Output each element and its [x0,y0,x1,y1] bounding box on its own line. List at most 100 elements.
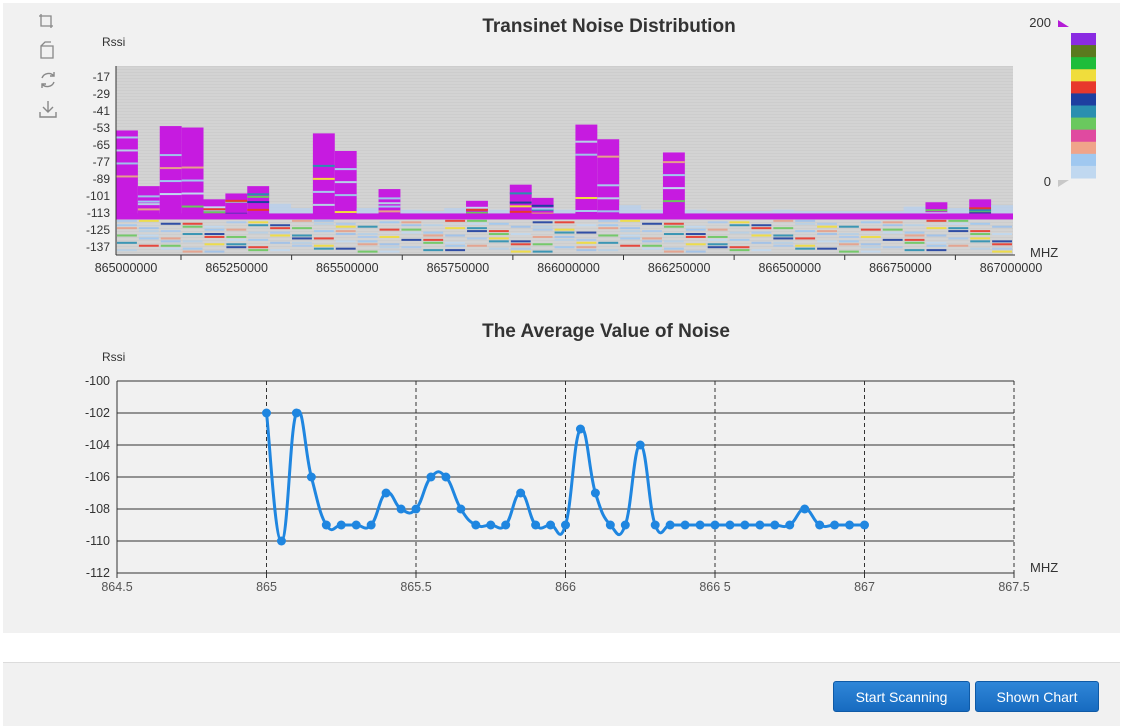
heatmap-noise-cell [335,225,356,228]
visual-map-legend[interactable]: 200 0 [1029,15,1096,189]
heatmap-bin [291,208,313,217]
heatmap-noise-cell [160,240,181,243]
heatmap-noise-cell [795,237,816,240]
heatmap-noise-cell [117,241,137,244]
heatmap-noise-cell [992,243,1012,246]
heatmap-bin [947,208,970,217]
heatmap-noise-cell [642,222,662,225]
visual-map-max-label: 200 [1029,15,1051,30]
heatmap-noise-cell [488,222,509,225]
heatmap-noise-cell [248,238,269,241]
heatmap-bin-stripe [509,205,532,208]
visual-map-max-handle[interactable] [1058,20,1069,27]
heatmap-noise-cell [532,235,553,238]
heatmap-bin-stripe [597,210,620,213]
heatmap-noise-cell [445,244,466,247]
heatmap-noise-cell [904,234,925,237]
visual-map-color-segment [1071,33,1096,46]
heatmap-noise-cell [729,231,750,234]
heatmap-bin [553,209,576,217]
heatmap-noise-cell [992,250,1012,253]
heatmap-bin-stripe [137,195,160,198]
line-x-tick-label: 866 [555,580,576,594]
heatmap-noise-cell [882,238,903,241]
restore-icon[interactable] [37,69,59,91]
average-noise-point [815,520,825,530]
heatmap-noise-cell [138,227,159,230]
save-image-icon[interactable] [37,98,59,120]
heatmap-noise-cell [751,249,772,252]
heatmap-bin [597,139,620,217]
heatmap-noise-cell [357,243,378,246]
heatmap-bin-stripe [378,210,401,213]
visual-map-color-segment [1071,69,1096,82]
heatmap-bin [684,209,707,217]
heatmap-noise-cell [773,237,794,240]
heatmap-bin-stripe [203,208,226,211]
heatmap-bin [991,205,1013,217]
visual-map-min-handle[interactable] [1058,180,1069,187]
heatmap-noise-cell [642,244,662,247]
heatmap-noise-cell [510,243,531,246]
heatmap-x-tick-label: 865500000 [316,261,379,275]
heatmap-noise-cell [488,230,509,233]
heatmap-noise-cell [248,249,269,252]
average-noise-point [396,504,406,514]
heatmap-noise-cell [467,219,487,222]
heatmap-noise-cell [488,240,509,243]
heatmap-noise-cell [642,237,662,240]
heatmap-noise-cell [992,247,1012,250]
zoom-icon[interactable] [37,11,59,33]
heatmap-noise-cell [860,246,881,249]
heatmap-noise-cell [379,221,400,224]
average-noise-point [471,520,481,530]
heatmap-background [116,66,1013,255]
heatmap-bin-stripe [225,199,248,202]
heatmap-noise-cell [270,224,291,227]
heatmap-noise-cell [685,250,706,253]
start-scanning-button[interactable]: Start Scanning [833,681,970,712]
heatmap-bin-stripe [334,194,357,197]
heatmap-noise-cell [751,227,772,230]
average-noise-point [351,520,361,530]
average-noise-point [366,520,376,530]
heatmap-noise-cell [182,247,203,250]
heatmap-noise-cell [292,237,312,240]
zoom-reset-icon[interactable] [37,40,59,62]
line-x-axis-label: MHZ [1030,560,1058,575]
average-noise-point [740,520,750,530]
average-noise-point [276,536,286,546]
heatmap-noise-cell [685,243,706,246]
heatmap-noise-cell [204,243,225,246]
average-noise-point [531,520,541,530]
heatmap-noise-cell [773,219,794,222]
heatmap-bin-stripe [312,164,335,167]
heatmap-noise-cell [838,250,859,253]
visual-map-color-bar[interactable] [1071,33,1096,179]
average-noise-point [845,520,855,530]
heatmap-noise-cell [423,249,444,252]
heatmap-noise-cell [270,234,291,237]
heatmap-noise-cell [160,230,181,233]
heatmap-noise-cell [226,228,247,231]
line-x-tick-label: 865.5 [400,580,431,594]
heatmap-bin-stripe [181,205,204,208]
heatmap-noise-cell [970,230,991,233]
average-noise-point [605,520,615,530]
bottom-bar: Start Scanning Shown Chart [3,662,1120,726]
heatmap-noise-cell [663,250,684,253]
line-y-tick-label: -100 [85,374,110,388]
heatmap-noise-cell [138,230,159,233]
average-noise-point [725,520,735,530]
heatmap-noise-cell [707,243,728,246]
heatmap-noise-cell [773,241,794,244]
heatmap-x-tick-label: 866000000 [537,261,600,275]
heatmap-bin [641,209,663,217]
average-noise-point [426,472,436,482]
heatmap-noise-cell [598,227,619,230]
heatmap-noise-cell [160,247,181,250]
shown-chart-button[interactable]: Shown Chart [975,681,1099,712]
heatmap-noise-cell [401,221,422,224]
heatmap-noise-cell [620,237,641,240]
visual-map-color-segment [1071,153,1096,167]
